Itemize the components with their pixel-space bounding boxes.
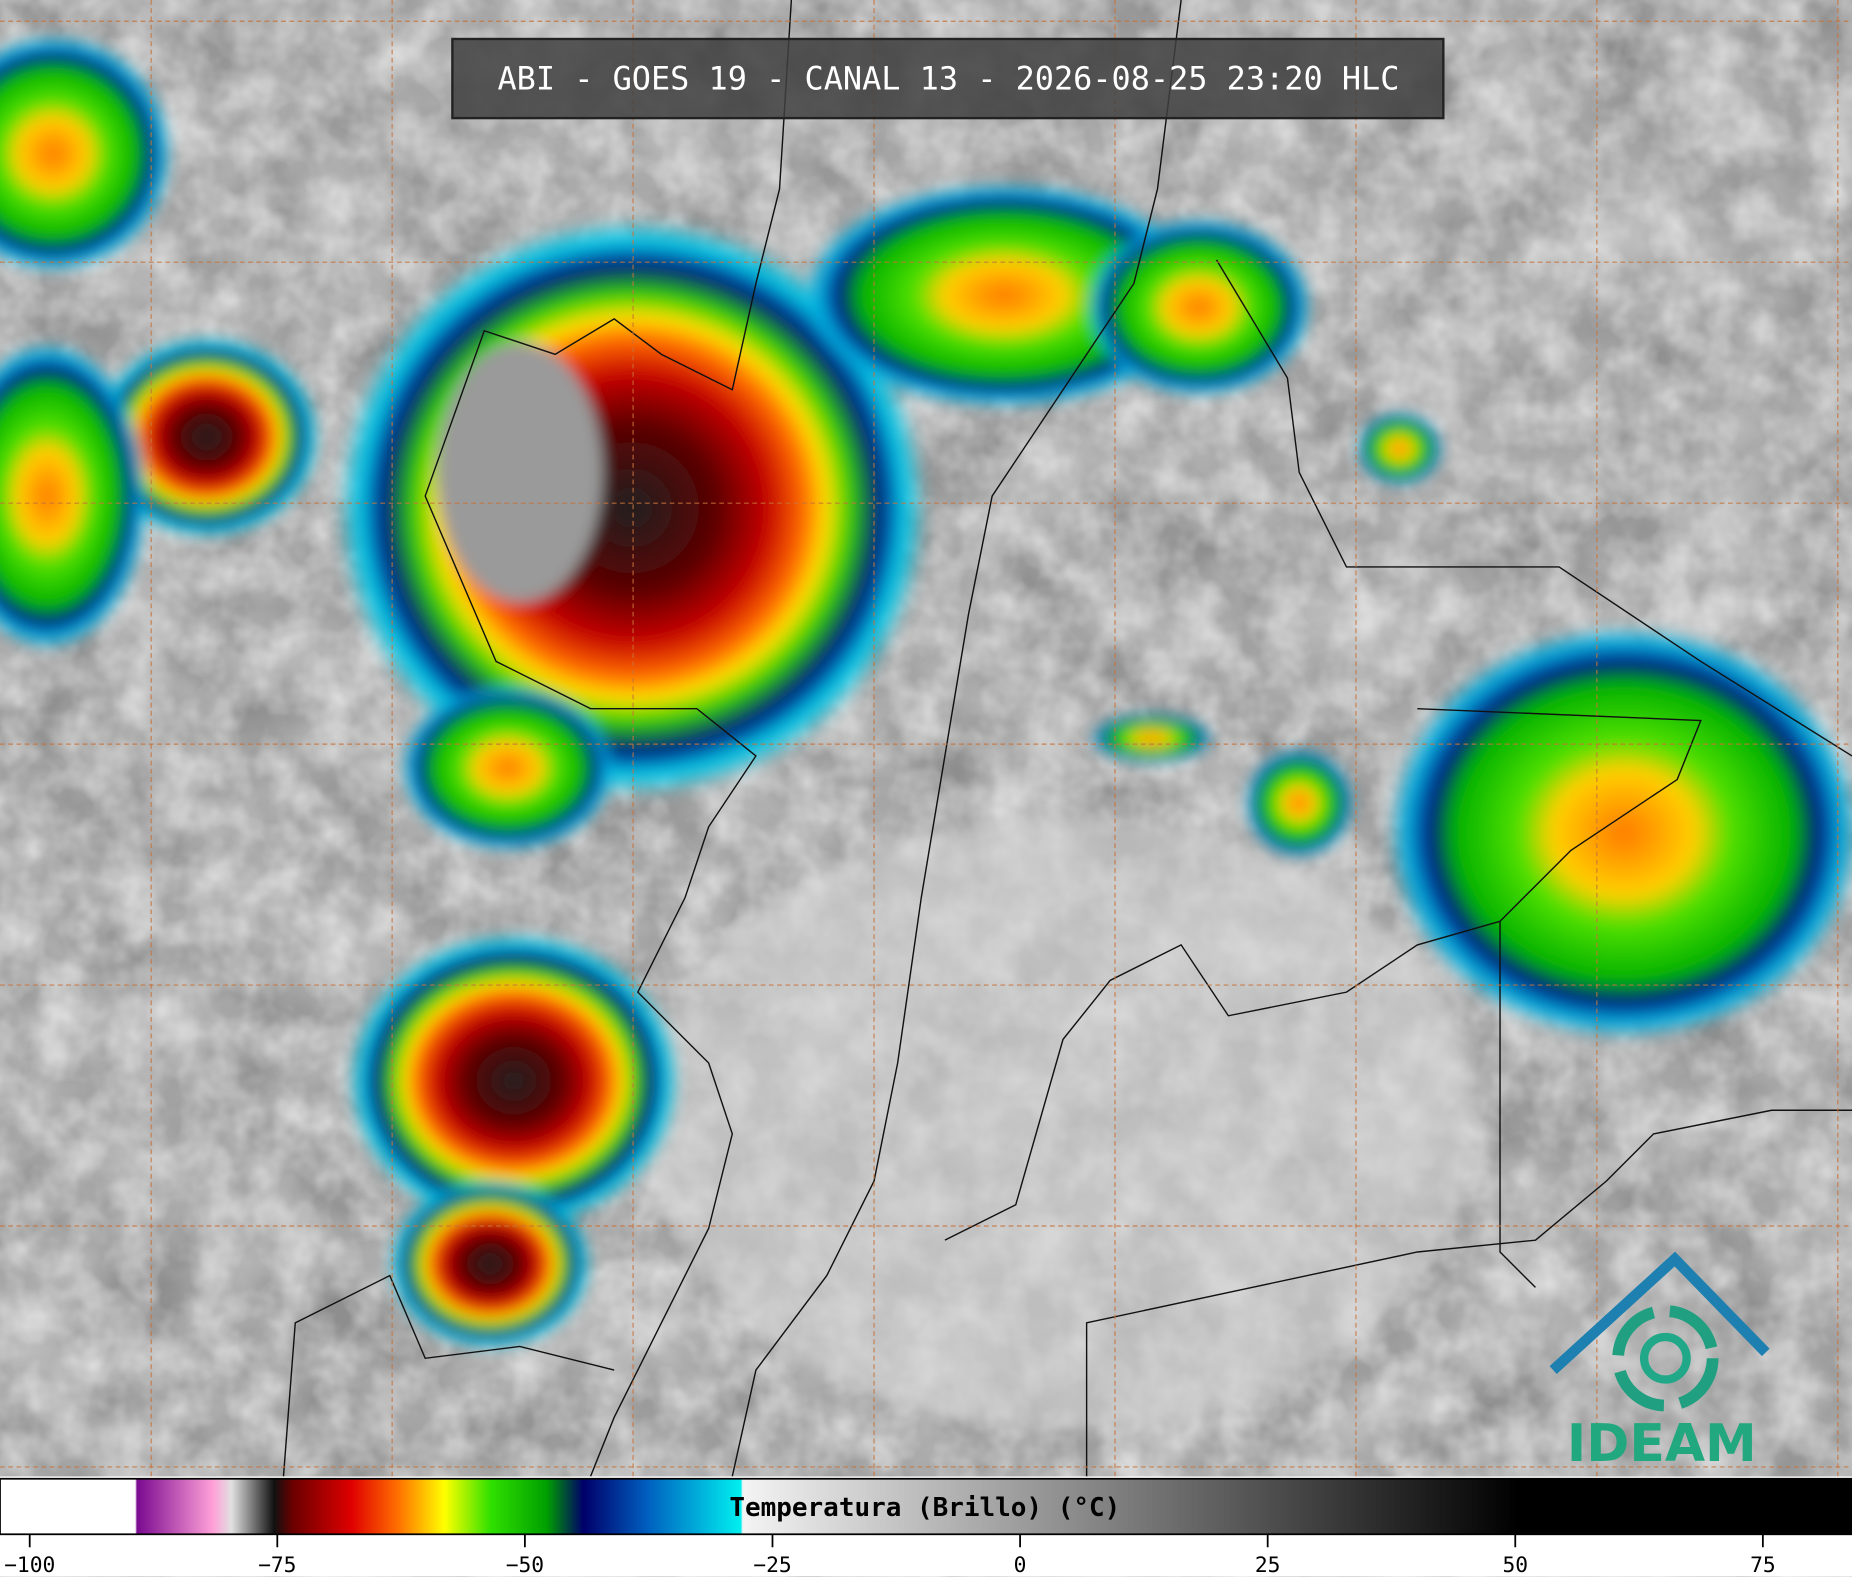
tick-label: −75 [258,1553,296,1577]
tick-label: −25 [753,1553,791,1577]
storm [348,933,680,1229]
storm [1086,218,1312,396]
colorbar-label: Temperatura (Brillo) (°C) [729,1493,1120,1523]
tick-label: 50 [1502,1553,1528,1577]
tick-label: 75 [1750,1553,1776,1577]
storm [1358,413,1441,485]
tick-label: −100 [4,1553,55,1577]
colorbar-ticks: −100 −75 −50 −25 0 25 50 75 [4,1534,1776,1577]
tick-label: 25 [1255,1553,1281,1577]
logo-text: IDEAM [1567,1414,1757,1474]
cloud [649,814,1477,1430]
storm [401,685,615,851]
colorbar [0,1477,1852,1536]
storm-core [437,342,603,603]
logo: IDEAM [1549,1251,1770,1474]
title-box [451,37,1445,120]
storm [1246,750,1353,857]
tick-label: 0 [1014,1553,1027,1577]
logo-roof [1549,1251,1770,1375]
storms [0,35,1852,1349]
storm [1092,714,1211,762]
borders [282,0,1852,1477]
title: ABI - GOES 19 - CANAL 13 - 2026-08-25 23… [497,59,1399,97]
storm [94,336,319,538]
logo-swirl [1639,1332,1691,1384]
storm [0,35,172,272]
tick-label: −50 [506,1553,544,1577]
graticule [0,0,1852,1477]
storm [389,1178,591,1349]
storm [0,342,148,650]
storm [1387,626,1852,1040]
logo-swirl [1612,1305,1719,1412]
